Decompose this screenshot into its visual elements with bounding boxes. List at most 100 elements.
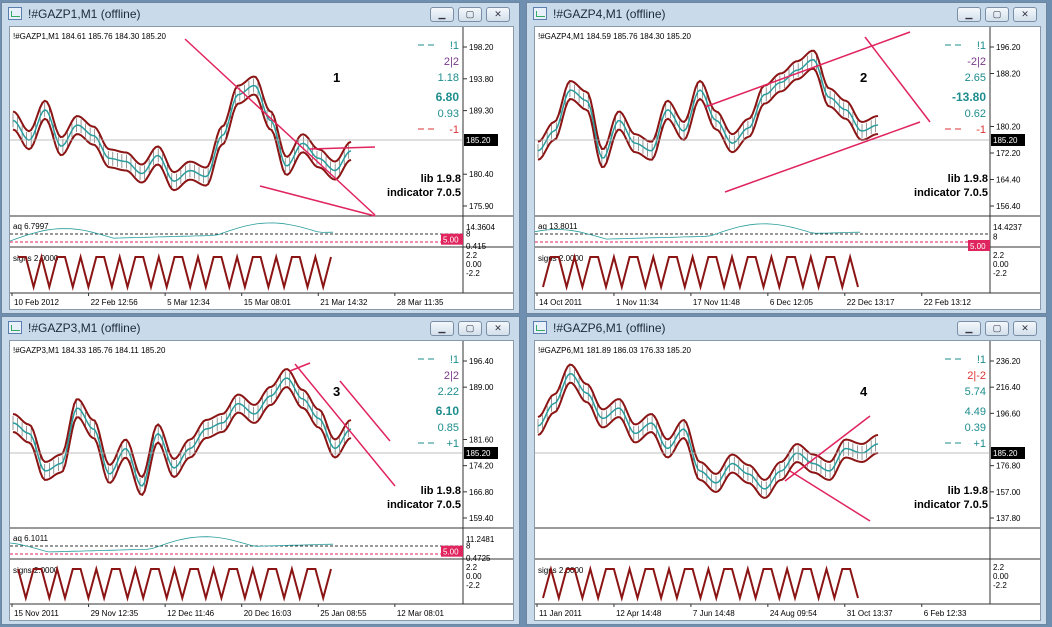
minimize-button[interactable]: ▁	[957, 7, 981, 22]
time-axis-label: 22 Dec 13:17	[847, 298, 895, 307]
ohlc-readout: !#GAZP1,M1 184.61 185.76 184.30 185.20	[13, 32, 167, 41]
indicator-value: 2.22	[438, 386, 459, 398]
price-scale-label: 189.30	[469, 107, 494, 116]
indicator-value: 2|2	[444, 56, 459, 68]
lower-band-line	[537, 381, 879, 499]
price-scale-label: 164.40	[996, 176, 1021, 185]
price-scale-label: 198.20	[469, 43, 494, 52]
close-button[interactable]: ✕	[486, 7, 510, 22]
chart-canvas[interactable]: !#GAZP4,M1 184.59 185.76 184.30 185.20 19…	[535, 27, 1040, 309]
close-button[interactable]: ✕	[486, 321, 510, 336]
title-bar[interactable]: !#GAZP4,M1 (offline) ▁ ▢ ✕	[527, 3, 1046, 25]
time-axis-label: 22 Feb 12:56	[91, 298, 139, 307]
signs-label: signs 2.0000	[13, 254, 59, 263]
aq-label: aq 6.7997	[13, 222, 49, 231]
title-bar[interactable]: !#GAZP3,M1 (offline) ▁ ▢ ✕	[2, 317, 519, 339]
indicator-value: 5.74	[965, 386, 986, 398]
chart-area[interactable]: !#GAZP4,M1 184.59 185.76 184.30 185.20 19…	[534, 26, 1041, 310]
lib-version-label: lib 1.9.8	[948, 173, 988, 185]
trend-channel-line	[789, 470, 871, 522]
trend-channel-line	[289, 362, 311, 372]
chart-number: 4	[860, 384, 868, 399]
time-axis-label: 15 Nov 2011	[14, 609, 59, 618]
indicator-value: 2|-2	[967, 370, 986, 382]
trend-channel-line	[259, 185, 376, 217]
price-tag: 185.20	[466, 136, 491, 145]
price-scale-label: 172.20	[996, 149, 1021, 158]
signs-scale-label: 0.00	[466, 260, 482, 269]
upper-band-line	[12, 368, 352, 479]
window-title: !#GAZP3,M1 (offline)	[28, 321, 141, 335]
maximize-button[interactable]: ▢	[458, 321, 482, 336]
signs-line	[542, 565, 859, 602]
indicator-value: 6.80	[436, 90, 460, 104]
aq-scale-label: 11.2481	[466, 535, 495, 544]
price-scale-label: 166.80	[469, 488, 494, 497]
chart-canvas[interactable]: !#GAZP3,M1 184.33 185.76 184.11 185.20 19…	[10, 341, 513, 620]
level-tag: 5.00	[443, 236, 459, 245]
price-tag-bg	[464, 447, 498, 459]
chart-window-gazp6[interactable]: !#GAZP6,M1 (offline) ▁ ▢ ✕ !#GAZP6,M1 18…	[526, 316, 1047, 625]
level-tag-bg	[441, 545, 463, 557]
chart-canvas[interactable]: !#GAZP1,M1 184.61 185.76 184.30 185.20 19…	[10, 27, 513, 309]
maximize-button[interactable]: ▢	[985, 7, 1009, 22]
chart-area[interactable]: !#GAZP1,M1 184.61 185.76 184.30 185.20 19…	[9, 26, 514, 310]
time-axis-label: 25 Jan 08:55	[320, 609, 367, 618]
title-bar[interactable]: !#GAZP1,M1 (offline) ▁ ▢ ✕	[2, 3, 519, 25]
price-scale-label: 156.40	[996, 202, 1021, 211]
upper-band-line	[12, 75, 352, 174]
signs-scale-label: 0.00	[993, 572, 1009, 581]
price-scale-label: 181.60	[469, 436, 494, 445]
chart-window-gazp1[interactable]: !#GAZP1,M1 (offline) ▁ ▢ ✕ !#GAZP1,M1 18…	[1, 2, 520, 314]
minimize-button[interactable]: ▁	[957, 321, 981, 336]
chart-area[interactable]: !#GAZP6,M1 181.89 186.03 176.33 185.20 23…	[534, 340, 1041, 621]
aq-scale-label: 8	[466, 229, 471, 238]
aq-scale-label: 8	[993, 233, 998, 242]
title-bar[interactable]: !#GAZP6,M1 (offline) ▁ ▢ ✕	[527, 317, 1046, 339]
ohlc-readout: !#GAZP4,M1 184.59 185.76 184.30 185.20	[538, 32, 692, 41]
minimize-button[interactable]: ▁	[430, 321, 454, 336]
chart-canvas[interactable]: !#GAZP6,M1 181.89 186.03 176.33 185.20 23…	[535, 341, 1040, 620]
indicator-version-label: indicator 7.0.5	[914, 187, 988, 199]
upper-band-line	[537, 363, 879, 481]
chart-window-gazp4[interactable]: !#GAZP4,M1 (offline) ▁ ▢ ✕ !#GAZP4,M1 18…	[526, 2, 1047, 314]
lower-band-line	[12, 93, 352, 192]
upper-band-line	[537, 49, 879, 151]
price-scale-label: 193.80	[469, 75, 494, 84]
signs-scale-label: -2.2	[466, 269, 480, 278]
signs-scale-label: -2.2	[466, 581, 480, 590]
minimize-button[interactable]: ▁	[430, 7, 454, 22]
maximize-button[interactable]: ▢	[985, 321, 1009, 336]
trend-channel-line	[294, 363, 396, 487]
chart-window-icon	[8, 321, 22, 334]
price-scale-label: 196.20	[996, 43, 1021, 52]
chart-number: 2	[860, 70, 867, 85]
indicator-value: 0.93	[438, 108, 459, 120]
close-button[interactable]: ✕	[1013, 7, 1037, 22]
level-tag-bg	[441, 233, 463, 245]
chart-area[interactable]: !#GAZP3,M1 184.33 185.76 184.11 185.20 19…	[9, 340, 514, 621]
price-scale-label: 236.20	[996, 357, 1021, 366]
ohlc-readout: !#GAZP6,M1 181.89 186.03 176.33 185.20	[538, 346, 692, 355]
indicator-version-label: indicator 7.0.5	[914, 499, 988, 511]
indicator-value: -13.80	[952, 90, 986, 104]
indicator-value: !1	[450, 354, 459, 366]
indicator-value: +1	[973, 438, 986, 450]
aq-line	[10, 222, 334, 242]
indicator-value: !1	[977, 354, 986, 366]
price-scale-label: 196.60	[996, 409, 1021, 418]
trend-channel-line	[864, 36, 931, 123]
chart-window-gazp3[interactable]: !#GAZP3,M1 (offline) ▁ ▢ ✕ !#GAZP3,M1 18…	[1, 316, 520, 625]
indicator-value: -2|2	[967, 56, 986, 68]
aq-scale-label: 14.4237	[993, 223, 1022, 232]
close-button[interactable]: ✕	[1013, 321, 1037, 336]
maximize-button[interactable]: ▢	[458, 7, 482, 22]
time-axis-label: 7 Jun 14:48	[693, 609, 735, 618]
indicator-value: 0.39	[965, 422, 986, 434]
indicator-version-label: indicator 7.0.5	[387, 187, 461, 199]
middle-line	[537, 59, 879, 159]
time-axis-label: 12 Mar 08:01	[397, 609, 445, 618]
price-tag-bg	[464, 134, 498, 146]
signs-scale-label: 2.2	[993, 563, 1005, 572]
chart-window-icon	[533, 7, 547, 20]
